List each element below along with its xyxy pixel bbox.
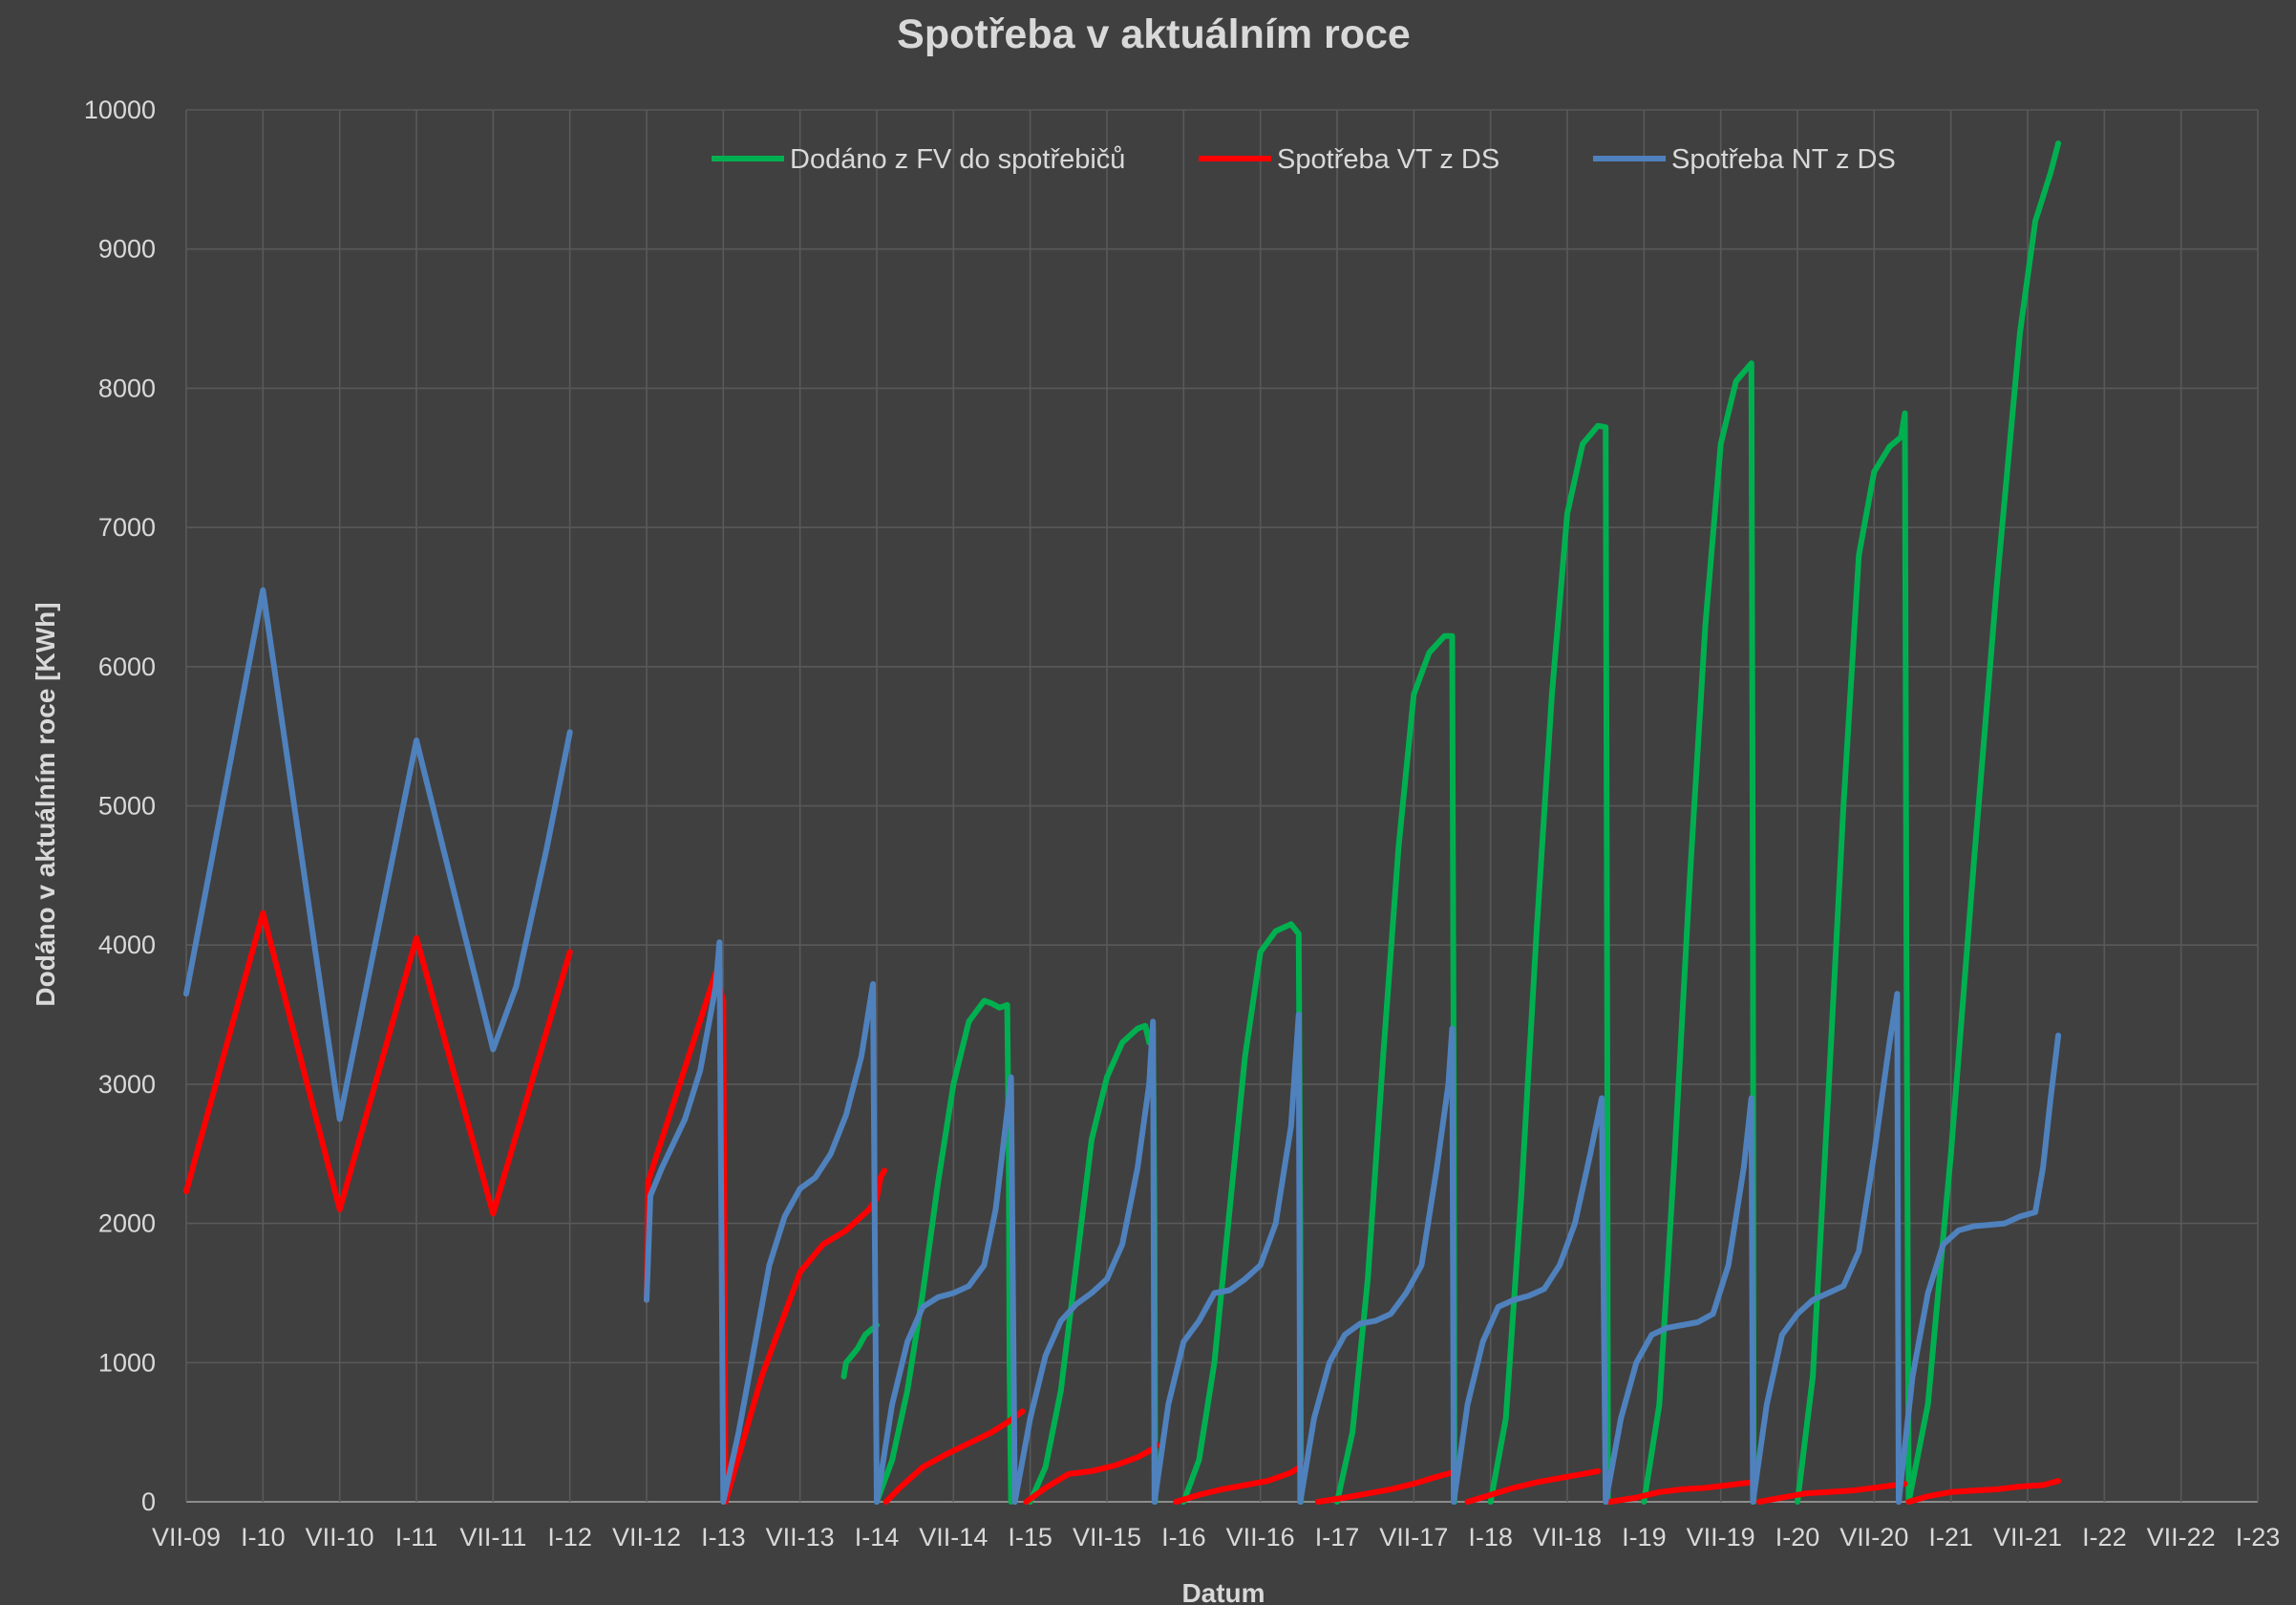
series-line-segment xyxy=(644,939,880,1505)
series-line-segment xyxy=(1603,1095,1756,1505)
x-tick-label: I-17 xyxy=(1315,1523,1360,1552)
y-tick-label: 1000 xyxy=(98,1348,156,1377)
series-line-segment xyxy=(882,1408,1026,1505)
y-tick-label: 10000 xyxy=(84,96,156,124)
y-tick-label: 2000 xyxy=(98,1209,156,1238)
y-tick-label: 7000 xyxy=(98,513,156,542)
x-tick-label: I-22 xyxy=(2082,1523,2127,1552)
legend-item-3: Spotřeba NT z DS xyxy=(1593,144,1896,175)
y-tick-label: 8000 xyxy=(98,374,156,402)
legend-label: Dodáno z FV do spotřebičů xyxy=(790,144,1125,175)
series-line-segment xyxy=(840,1322,880,1380)
x-tick-label: VII-10 xyxy=(306,1523,374,1552)
x-tick-label: I-23 xyxy=(2236,1523,2281,1552)
series-line-segment xyxy=(1023,1442,1160,1505)
x-tick-label: VII-13 xyxy=(766,1523,835,1552)
series-line-segment xyxy=(1451,1095,1609,1505)
x-tick-label: I-13 xyxy=(701,1523,746,1552)
x-tick-label: VII-11 xyxy=(459,1523,526,1552)
series-line-segment xyxy=(183,587,573,1123)
series-line-segment xyxy=(1750,991,1902,1505)
x-tick-label: I-18 xyxy=(1468,1523,1513,1552)
y-tick-label: 3000 xyxy=(98,1070,156,1099)
x-tick-label: I-16 xyxy=(1161,1523,1206,1552)
plot-area xyxy=(183,140,2062,1505)
series-line-segment xyxy=(1173,1460,1309,1505)
y-tick-label: 4000 xyxy=(98,931,156,959)
axis-ticks: 0 1000 2000 3000 4000 5000 6000 7000 8000 9000 100… xyxy=(84,96,2280,1552)
series-line-segment xyxy=(1334,632,1457,1505)
x-tick-label: I-12 xyxy=(547,1523,592,1552)
x-tick-label: VII-19 xyxy=(1687,1523,1755,1552)
x-tick-label: I-11 xyxy=(395,1523,438,1552)
x-tick-label: I-15 xyxy=(1008,1523,1052,1552)
x-tick-label: VII-20 xyxy=(1839,1523,1908,1552)
series-line-segment xyxy=(1464,1467,1602,1505)
x-tick-label: VII-16 xyxy=(1226,1523,1295,1552)
x-axis-title: Datum xyxy=(1181,1578,1265,1605)
legend-label: Spotřeba VT z DS xyxy=(1277,144,1499,175)
series-line-segment xyxy=(1641,360,1757,1505)
series-3 xyxy=(183,587,2062,1505)
series-line-segment xyxy=(1896,1032,2062,1505)
series-line-segment xyxy=(1297,1025,1457,1505)
series-line-segment xyxy=(1795,410,1912,1505)
x-tick-label: I-20 xyxy=(1775,1523,1820,1552)
series-line-segment xyxy=(1905,140,2062,1505)
y-tick-label: 0 xyxy=(141,1487,156,1516)
x-tick-label: VII-15 xyxy=(1073,1523,1141,1552)
series-line-segment xyxy=(1755,1481,1908,1505)
y-tick-label: 9000 xyxy=(98,235,156,264)
series-line-segment xyxy=(183,910,573,1217)
x-tick-label: I-19 xyxy=(1622,1523,1667,1552)
legend-item-2: Spotřeba VT z DS xyxy=(1199,144,1499,175)
y-tick-label: 6000 xyxy=(98,653,156,681)
series-line-segment xyxy=(874,1074,1018,1505)
x-tick-label: I-10 xyxy=(241,1523,286,1552)
x-tick-label: VII-09 xyxy=(152,1523,221,1552)
legend-label: Spotřeba NT z DS xyxy=(1671,144,1896,175)
chart-title: Spotřeba v aktuálním roce xyxy=(897,11,1411,57)
x-tick-label: VII-14 xyxy=(919,1523,988,1552)
series-line-segment xyxy=(874,997,1014,1505)
x-tick-label: VII-21 xyxy=(1993,1523,2062,1552)
x-tick-label: VII-17 xyxy=(1379,1523,1448,1552)
series-line-segment xyxy=(1487,422,1611,1505)
x-tick-label: VII-12 xyxy=(612,1523,681,1552)
x-tick-label: I-14 xyxy=(855,1523,900,1552)
legend: Dodáno z FV do spotřebičů Spotřeba VT z D… xyxy=(712,144,1896,175)
x-tick-label: VII-22 xyxy=(2147,1523,2216,1552)
series-line-segment xyxy=(1314,1469,1456,1505)
legend-item-1: Dodáno z FV do spotřebičů xyxy=(712,144,1125,175)
series-line-segment xyxy=(1905,1478,2062,1505)
y-tick-label: 5000 xyxy=(98,792,156,821)
series-line-segment xyxy=(1606,1479,1754,1505)
series-line-segment xyxy=(1151,1012,1304,1505)
y-axis-title: Dodáno v aktuálním roce [KWh] xyxy=(31,602,60,1006)
series-line-segment xyxy=(1011,1018,1158,1505)
x-tick-label: I-21 xyxy=(1928,1523,1973,1552)
x-tick-label: VII-18 xyxy=(1533,1523,1602,1552)
